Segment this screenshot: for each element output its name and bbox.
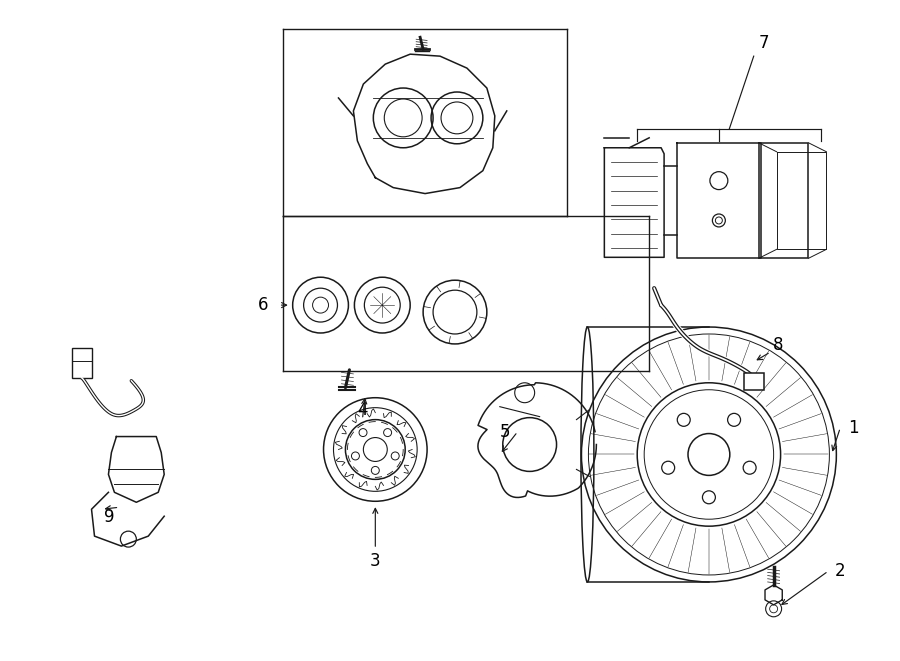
Bar (72, 348, 92, 378)
Circle shape (355, 277, 410, 333)
Circle shape (292, 277, 348, 333)
Circle shape (303, 288, 338, 322)
Text: 6: 6 (257, 296, 268, 314)
Circle shape (364, 287, 400, 323)
Circle shape (359, 428, 367, 436)
Circle shape (372, 467, 379, 475)
Circle shape (392, 452, 400, 460)
Text: 7: 7 (759, 34, 769, 52)
Circle shape (383, 428, 392, 436)
Text: 8: 8 (773, 336, 784, 354)
Text: 4: 4 (357, 401, 367, 418)
Text: 9: 9 (104, 508, 114, 526)
Bar (743, 373, 764, 390)
Text: 3: 3 (370, 552, 381, 570)
Circle shape (351, 452, 359, 460)
Text: 1: 1 (848, 418, 859, 436)
Circle shape (433, 290, 477, 334)
Text: 2: 2 (835, 562, 846, 580)
Circle shape (423, 280, 487, 344)
Text: 5: 5 (500, 422, 510, 441)
Circle shape (749, 376, 758, 385)
